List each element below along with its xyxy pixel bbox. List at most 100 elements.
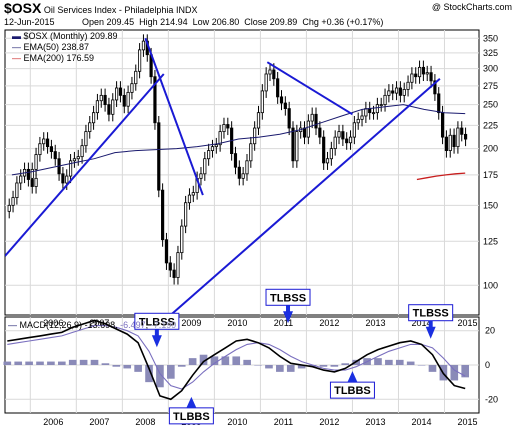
date-label: 12-Jun-2015 [4,17,55,27]
x-tick-label: 2006 [43,318,63,328]
trendline [170,78,441,315]
price-tick-label: 225 [483,120,498,130]
macd-histogram-bar [276,365,284,372]
macd-histogram-bar [134,365,142,372]
candle-body [84,131,88,147]
candle-body [417,66,422,78]
candle-body [394,87,399,94]
macd-histogram-bar [3,361,12,365]
price-tick-label: 325 [483,48,498,58]
candle-body [444,136,448,151]
candle-body [141,40,146,51]
candle-body [80,145,84,158]
macd-histogram-bar [123,365,132,369]
candle-body [437,93,441,114]
macd-histogram-bar [319,365,328,367]
callout-label: TLBBS [173,411,210,423]
candle-body [130,83,134,93]
close-label: Close [244,17,268,27]
candle-body [95,100,100,114]
candle-body [398,87,402,96]
candle-body [191,192,195,196]
candle-body [260,90,264,114]
candle-body [226,124,230,129]
callout-label: TLBSS [413,308,449,320]
x-tick-label: 2015 [457,417,477,427]
x-tick-label: 2015 [457,318,477,328]
callout-label: TLBSS [270,292,306,304]
candle-body [34,154,38,170]
candle-body [214,144,218,148]
candle-body [253,127,257,145]
x-tick-label: 2006 [43,417,63,427]
candle-body [402,89,406,96]
high-label: High [139,17,158,27]
macd-tick-label: 0 [485,360,490,370]
candle-body [138,49,142,72]
macd-histogram-bar [25,361,33,365]
index-name: Oil Services Index - Philadelphia INDX [43,5,198,15]
candle-body [279,96,284,104]
legend-price: ▬ $OSX (Monthly) 209.89 [12,31,118,41]
candle-body [276,78,280,98]
legend-ema200: — EMA(200) 176.59 [12,53,94,63]
candle-body [456,127,460,148]
macd-histogram-bar [243,359,251,365]
trendline [266,61,353,116]
down-arrow-icon [425,326,436,339]
arrow-shaft [286,305,291,313]
candle-body [72,158,77,162]
macd-histogram-bar [145,365,153,383]
candle-body [7,204,11,212]
macd-histogram-bar [68,359,77,365]
macd-histogram-bar [188,358,197,365]
candle-body [168,262,172,271]
macd-histogram-bar [417,365,426,366]
candle-body [134,70,138,85]
price-tick-label: 100 [483,280,498,290]
macd-histogram-bar [461,365,470,378]
candle-body [210,146,215,151]
candle-body [34,177,38,187]
candle-body [99,94,103,102]
candle-body [157,122,161,191]
candle-body [49,146,53,152]
candle-body [448,134,452,151]
candle-body [199,173,203,179]
candle-body [103,94,107,106]
candle-body [368,108,372,114]
candle-body [291,127,295,162]
price-tick-label: 250 [483,100,498,110]
candle-body [88,122,92,133]
candle-body [310,113,314,122]
candle-body [233,153,238,168]
candle-body [187,194,192,204]
x-tick-label: 2014 [411,318,431,328]
candle-body [360,115,364,120]
x-tick-label: 2010 [227,417,247,427]
candle-body [440,112,445,138]
candle-body [375,104,379,114]
macd-histogram-bar [156,365,164,388]
candle-body [237,166,241,179]
macd-histogram-bar [232,356,241,365]
macd-histogram-bar [254,365,262,366]
down-arrow-icon [151,335,162,348]
candle-body [245,160,249,175]
candle-body [287,108,291,129]
candle-body [348,136,353,144]
candle-body [26,168,30,180]
candle-body [207,150,211,160]
candle-body [126,91,130,107]
candle-body [76,156,80,160]
x-tick-label: 2007 [89,417,109,427]
candle-body [337,131,341,138]
macd-histogram-bar [79,359,88,365]
candle-body [118,87,123,96]
trendline [5,73,165,257]
annotation-callout: TLBSS [134,312,180,348]
candle-body [268,69,272,75]
candle-body [256,112,261,129]
candle-body [421,66,425,75]
macd-histogram-bar [167,365,175,379]
